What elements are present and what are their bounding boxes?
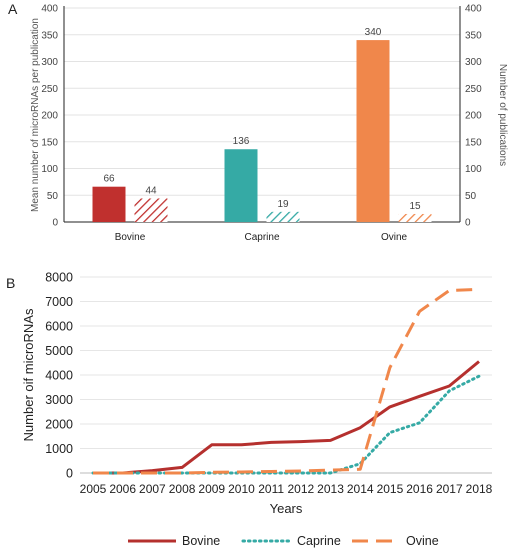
x-tick-label: Caprine — [244, 232, 279, 243]
y-tick-label: 7000 — [45, 295, 73, 309]
y-axis-title: Mean number of microRNAs per publication — [30, 18, 41, 212]
y2-tick-label: 400 — [465, 4, 482, 15]
y2-tick-label: 150 — [465, 137, 482, 148]
y-tick-label: 350 — [41, 30, 58, 41]
legend-label: Bovine — [182, 534, 220, 548]
bar-hatched — [134, 198, 168, 222]
y-tick-label: 5000 — [45, 344, 73, 358]
bar-data-label: 44 — [145, 185, 157, 196]
x-tick-label: 2016 — [406, 482, 433, 496]
bar-data-label: 136 — [233, 136, 250, 147]
bar-data-label: 66 — [103, 174, 115, 185]
y2-tick-label: 300 — [465, 57, 482, 68]
y-tick-label: 50 — [47, 191, 59, 202]
series-line-caprine — [91, 374, 481, 475]
y2-tick-label: 350 — [465, 30, 482, 41]
x-tick-label: 2008 — [169, 482, 196, 496]
bar-data-label: 15 — [409, 201, 421, 212]
y-tick-label: 0 — [66, 467, 73, 481]
series-line-bovine — [93, 360, 480, 475]
x-tick-label: 2014 — [347, 482, 374, 496]
x-axis-title: Years — [270, 501, 303, 516]
y2-tick-label: 200 — [465, 111, 482, 122]
panel-label-b: B — [6, 275, 15, 291]
y-tick-label: 250 — [41, 84, 58, 95]
y2-tick-label: 0 — [465, 218, 471, 229]
x-tick-label: Ovine — [381, 232, 408, 243]
x-tick-label: 2007 — [139, 482, 166, 496]
x-tick-label: Bovine — [115, 232, 146, 243]
bar-solid — [356, 40, 390, 222]
y2-tick-label: 250 — [465, 84, 482, 95]
series-line-ovine — [93, 287, 480, 475]
bar-data-label: 19 — [277, 199, 289, 210]
y2-axis-title: Number of publications — [497, 64, 508, 166]
y-tick-label: 150 — [41, 137, 58, 148]
y-tick-label: 6000 — [45, 320, 73, 334]
bar-solid — [92, 186, 126, 222]
y-tick-label: 300 — [41, 57, 58, 68]
x-tick-label: 2010 — [228, 482, 255, 496]
panel-label-a: A — [8, 1, 18, 17]
x-tick-label: 2006 — [109, 482, 136, 496]
y-axis-title: Number oif microRNAs — [21, 308, 36, 441]
x-tick-label: 2015 — [377, 482, 404, 496]
bar-data-label: 340 — [365, 27, 382, 38]
x-tick-label: 2011 — [258, 482, 284, 496]
y-tick-label: 1000 — [45, 442, 73, 456]
y-tick-label: 200 — [41, 111, 58, 122]
x-tick-label: 2018 — [466, 482, 493, 496]
x-tick-label: 2012 — [287, 482, 314, 496]
y-tick-label: 8000 — [45, 271, 73, 285]
y-tick-label: 400 — [41, 4, 58, 15]
bar-hatched — [398, 213, 432, 222]
x-tick-label: 2013 — [317, 482, 344, 496]
y2-tick-label: 50 — [465, 191, 477, 202]
y-tick-label: 2000 — [45, 418, 73, 432]
bar-chart: 0 50 100 150 200 250 300 350 400 0 50 100 150 200 250 3… — [30, 4, 508, 244]
x-tick-label: 2017 — [436, 482, 463, 496]
x-tick-label: 2009 — [198, 482, 225, 496]
x-tick-label: 2005 — [80, 482, 107, 496]
legend-label: Ovine — [406, 534, 439, 548]
y-tick-label: 100 — [41, 164, 58, 175]
legend-label: Caprine — [297, 534, 341, 548]
bar-solid — [224, 149, 258, 222]
y-tick-label: 0 — [52, 218, 58, 229]
bar-hatched — [266, 211, 300, 222]
y2-tick-label: 100 — [465, 164, 482, 175]
y-tick-label: 4000 — [45, 369, 73, 383]
y-tick-label: 3000 — [45, 393, 73, 407]
